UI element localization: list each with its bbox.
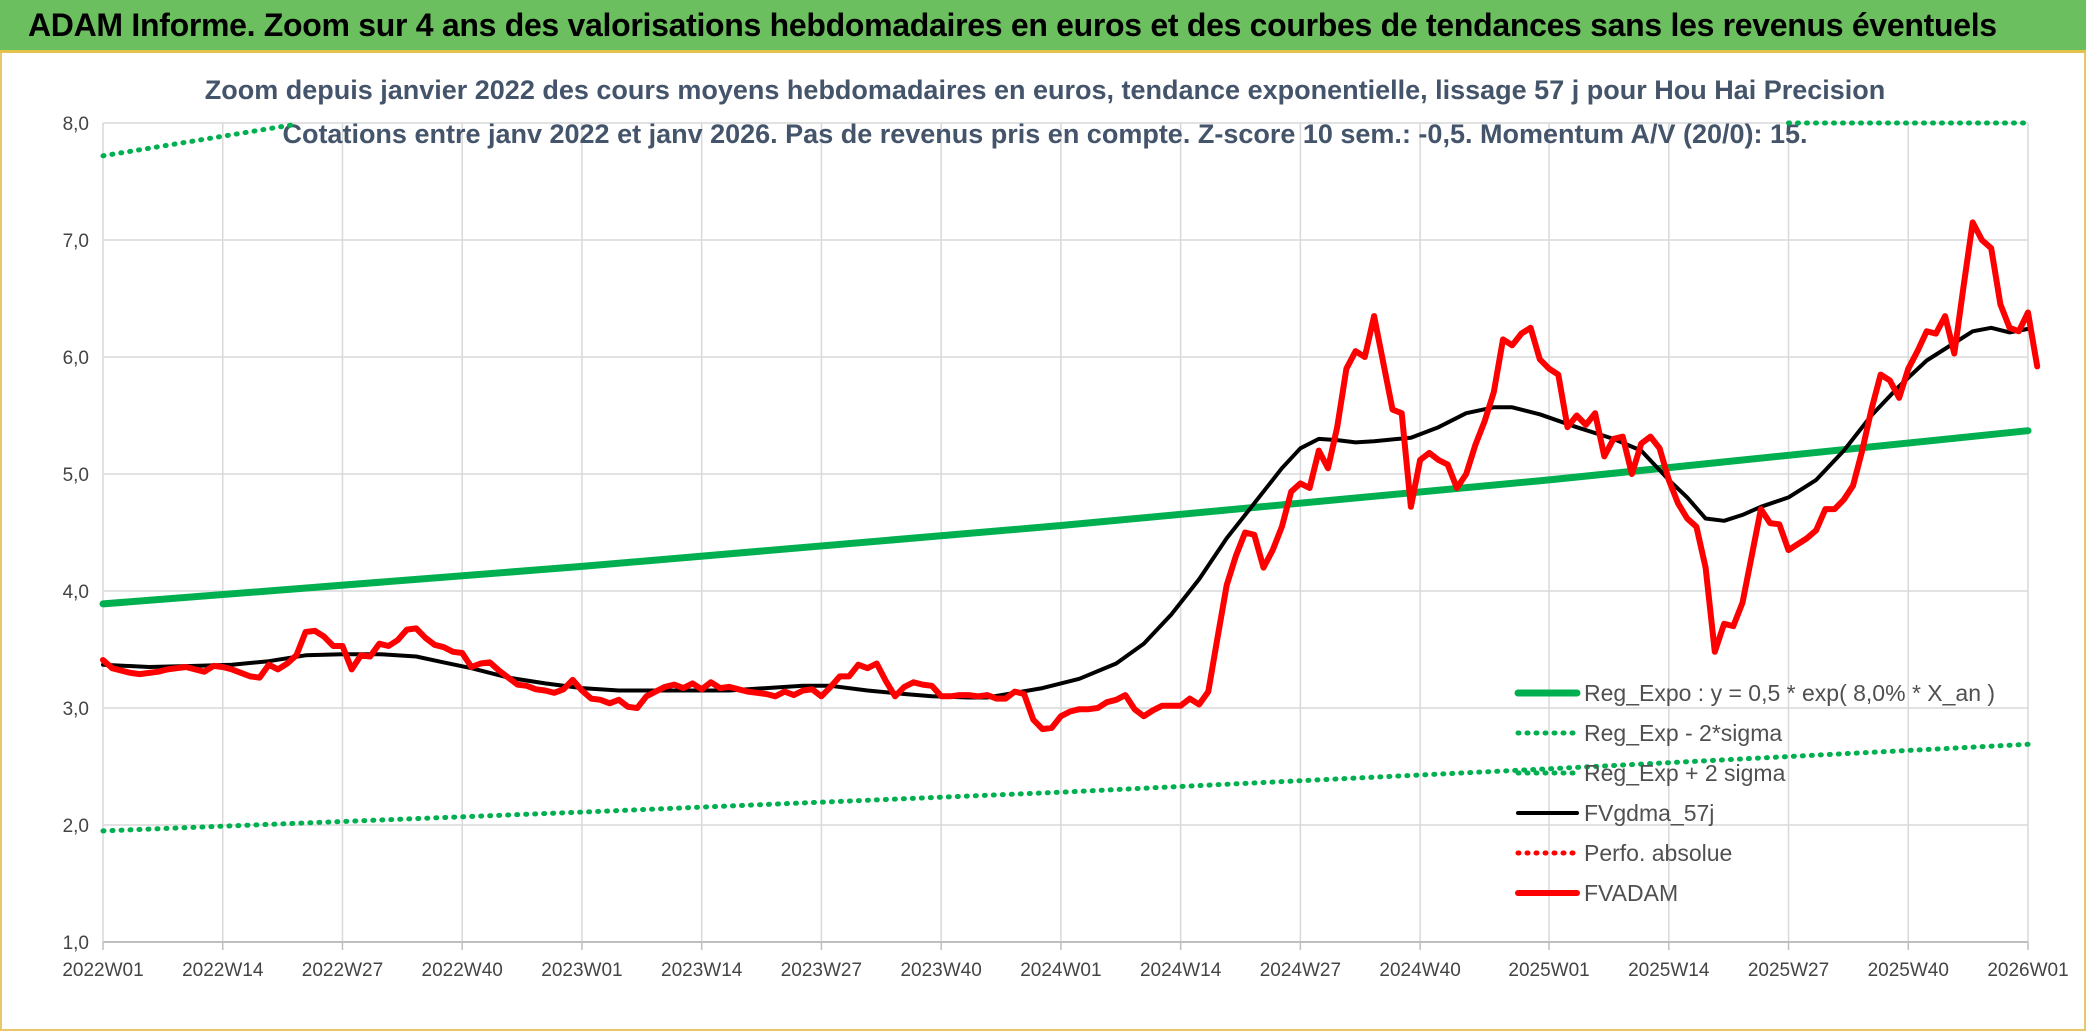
x-tick-label: 2024W01 [1020, 960, 1101, 981]
series-lines [99, 120, 2041, 834]
legend: Reg_Expo : y = 0,5 * exp( 8,0% * X_an ) R… [1514, 680, 1995, 906]
x-tick-label: 2023W01 [541, 960, 622, 981]
x-tick-label: 2024W27 [1260, 960, 1341, 981]
x-tick-label: 2023W40 [900, 960, 981, 981]
chart-title: Zoom depuis janvier 2022 des cours moyen… [205, 75, 1886, 105]
legend-label-perfo-absolue: Perfo. absolue [1584, 840, 1732, 866]
y-tick-label: 6,0 [63, 348, 89, 369]
report-title: ADAM Informe. Zoom sur 4 ans des valoris… [28, 7, 1997, 43]
x-tick-label: 2024W40 [1379, 960, 1460, 981]
series-fvadam [100, 219, 2041, 733]
legend-label-reg-exp-2-sigma: Reg_Exp - 2*sigma [1584, 720, 1782, 746]
y-tick-label: 2,0 [63, 816, 89, 837]
y-tick-label: 5,0 [63, 465, 89, 486]
y-tick-label: 4,0 [63, 582, 89, 603]
legend-label-reg-expo-y-0-5-exp-8-0-x-an: Reg_Expo : y = 0,5 * exp( 8,0% * X_an ) [1584, 680, 1995, 706]
x-tick-label: 2026W01 [1987, 960, 2068, 981]
y-tick-label: 7,0 [63, 231, 89, 252]
x-tick-label: 2022W27 [302, 960, 383, 981]
x-tick-label: 2023W27 [781, 960, 862, 981]
legend-label-fvadam: FVADAM [1584, 880, 1678, 906]
series-reg-exp-2-sigma [100, 741, 2031, 834]
x-tick-label: 2025W01 [1508, 960, 1589, 981]
axes: 1,0 2,0 3,0 4,0 5,0 6,0 7,0 8,0 2022W01 2022W14 20… [62, 114, 2068, 981]
series-reg-exp-2-sigma [100, 121, 299, 159]
legend-label-fvgdma-57j: FVgdma_57j [1584, 800, 1714, 826]
series-reg-expo-y-0-5-exp-8-0-x-an [99, 427, 2032, 608]
y-tick-label: 3,0 [63, 699, 89, 720]
x-tick-label: 2025W14 [1628, 960, 1710, 981]
x-tick-label: 2022W14 [182, 960, 264, 981]
y-tick-label: 1,0 [63, 933, 89, 954]
report-banner: ADAM Informe. Zoom sur 4 ans des valoris… [0, 0, 2086, 53]
y-tick-label: 8,0 [63, 114, 89, 135]
x-tick-label: 2025W40 [1868, 960, 1949, 981]
legend-label-reg-exp-2-sigma: Reg_Exp + 2 sigma [1584, 760, 1786, 786]
x-tick-label: 2022W01 [62, 960, 143, 981]
chart-subtitle: Cotations entre janv 2022 et janv 2026. … [282, 119, 1807, 149]
x-tick-label: 2022W40 [422, 960, 503, 981]
x-tick-label: 2023W14 [661, 960, 743, 981]
chart-area: 1,0 2,0 3,0 4,0 5,0 6,0 7,0 8,0 2022W01 2022W14 20… [62, 75, 2068, 981]
x-tick-label: 2025W27 [1748, 960, 1829, 981]
x-tick-label: 2024W14 [1140, 960, 1222, 981]
